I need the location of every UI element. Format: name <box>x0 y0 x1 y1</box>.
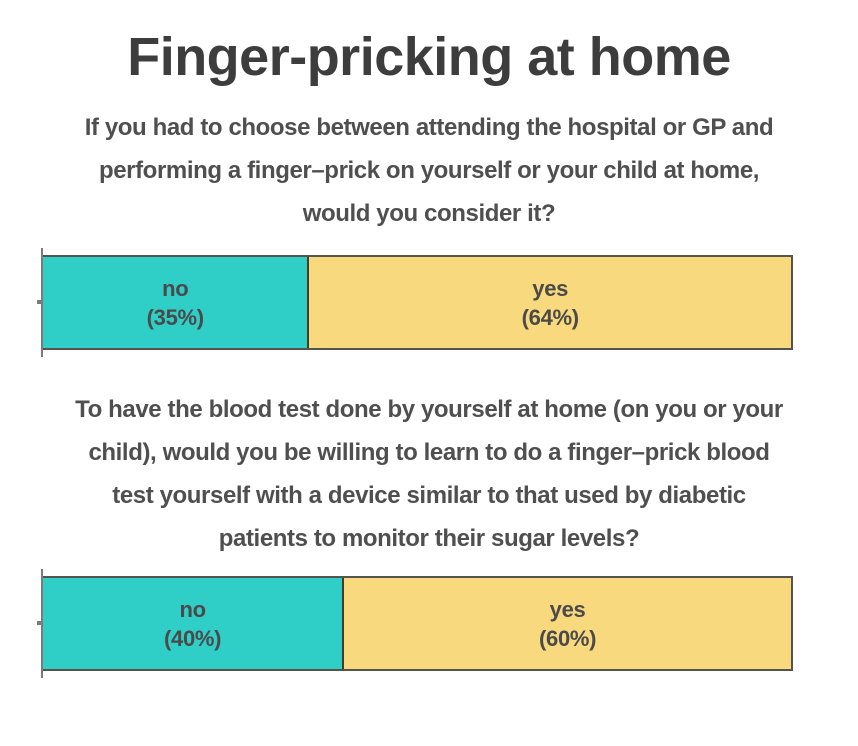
question-1: If you had to choose between attending t… <box>0 106 858 235</box>
segment-label: yes <box>532 275 569 301</box>
segment-percentage: (64%) <box>521 304 579 330</box>
bar-segment-no: no (40%) <box>43 578 343 669</box>
segment-percentage: (35%) <box>146 304 204 330</box>
question-line: patients to monitor their sugar levels? <box>218 525 640 552</box>
question-line: performing a finger–prick on yourself or… <box>98 157 760 184</box>
question-line: test yourself with a device similar to t… <box>112 482 746 509</box>
question-2: To have the blood test done by yourself … <box>0 388 858 560</box>
stacked-bar: no (35%) yes (64%) <box>43 255 793 350</box>
bar-segment-yes: yes (60%) <box>342 578 791 669</box>
bar-segment-yes: yes (64%) <box>307 257 791 348</box>
question-line: would you consider it? <box>302 200 556 227</box>
y-axis-line <box>41 248 43 357</box>
stacked-bar: no (40%) yes (60%) <box>43 576 793 671</box>
segment-percentage: (60%) <box>538 625 597 651</box>
segment-label: no <box>179 596 206 622</box>
y-axis-tick <box>37 300 42 304</box>
segment-label: no <box>162 275 189 301</box>
question-line: To have the blood test done by yourself … <box>75 396 783 423</box>
question-line: child), would you be willing to learn to… <box>88 439 770 466</box>
stacked-bar-chart-2: no (40%) yes (60%) <box>37 569 793 678</box>
stacked-bar-chart-1: no (35%) yes (64%) <box>37 248 793 357</box>
segment-percentage: (40%) <box>164 625 222 651</box>
y-axis-line <box>41 569 43 678</box>
bar-segment-no: no (35%) <box>43 257 308 348</box>
question-line: If you had to choose between attending t… <box>84 114 774 141</box>
y-axis-tick <box>37 621 42 625</box>
page-title: Finger-pricking at home <box>127 27 731 87</box>
segment-label: yes <box>549 596 586 622</box>
